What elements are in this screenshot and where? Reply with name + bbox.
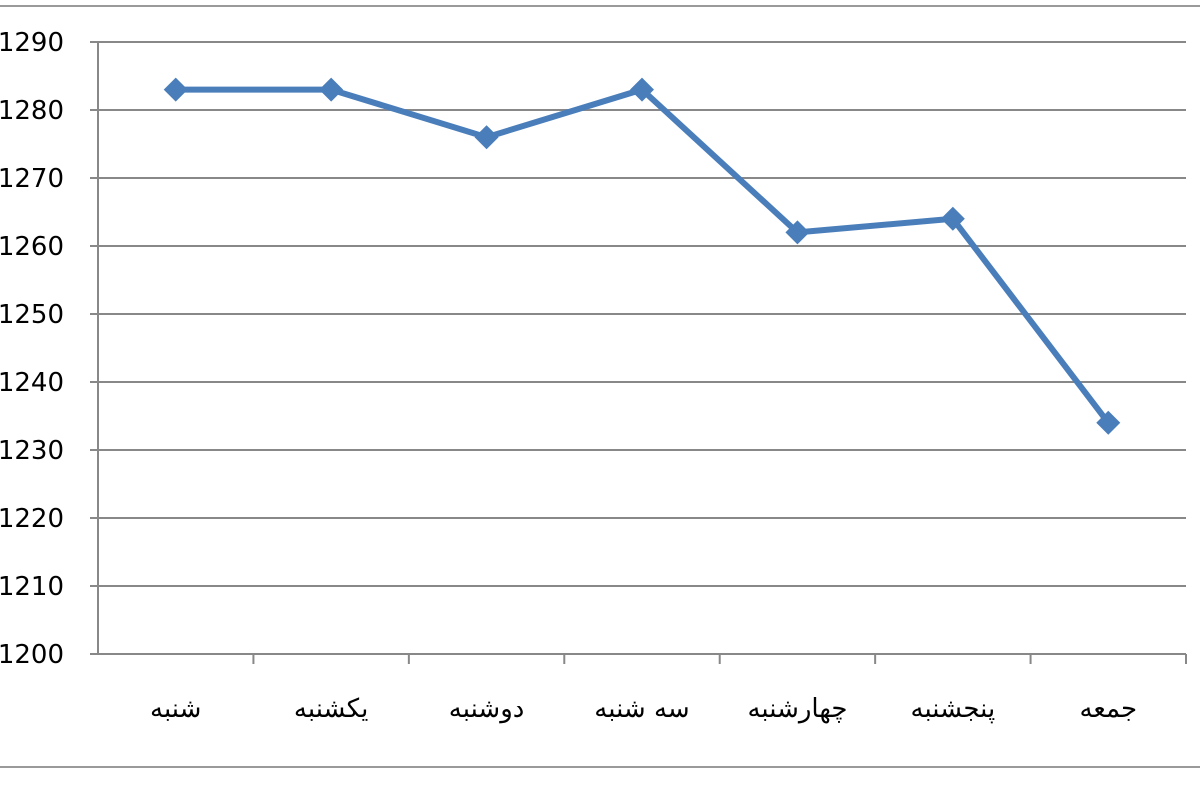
gridlines xyxy=(98,41,1186,587)
data-point-marker xyxy=(940,206,965,231)
y-tick-label: 1230 xyxy=(0,436,64,466)
y-tick-label: 1200 xyxy=(0,640,64,670)
y-tick-label: 1280 xyxy=(0,96,64,126)
axes xyxy=(90,41,1187,664)
series-line xyxy=(175,86,1111,425)
x-axis-tick-labels: شنبه یکشنبه دوشنبه سه شنبه چهارشنبه پنجشنبه جم… xyxy=(150,694,1137,724)
x-tick-label: دوشنبه xyxy=(449,694,525,724)
data-point-marker xyxy=(630,77,654,102)
y-tick-label: 1260 xyxy=(0,232,64,262)
data-point-marker xyxy=(163,77,188,102)
y-tick-label: 1290 xyxy=(0,28,64,58)
x-tick-label: پنجشنبه xyxy=(911,694,996,724)
data-point-marker xyxy=(785,220,810,245)
y-tick-label: 1220 xyxy=(0,504,64,534)
data-point-marker xyxy=(1096,410,1121,435)
y-tick-label: 1210 xyxy=(0,572,64,602)
x-tick-label: چهارشنبه xyxy=(747,694,847,724)
y-tick-label: 1270 xyxy=(0,164,64,194)
x-tick-label: جمعه xyxy=(1079,694,1137,724)
series-layer xyxy=(163,77,1121,435)
x-tick-label: سه شنبه xyxy=(594,694,689,724)
data-point-marker xyxy=(474,125,499,150)
y-tick-label: 1250 xyxy=(0,300,64,330)
y-axis-tick-labels: 1200 1210 1220 1230 1240 1250 1260 1270 1280 1290 xyxy=(0,28,64,670)
x-tick-label: یکشنبه xyxy=(294,694,368,724)
data-point-marker xyxy=(319,77,344,102)
x-tick-label: شنبه xyxy=(150,694,201,724)
y-tick-label: 1240 xyxy=(0,368,64,398)
